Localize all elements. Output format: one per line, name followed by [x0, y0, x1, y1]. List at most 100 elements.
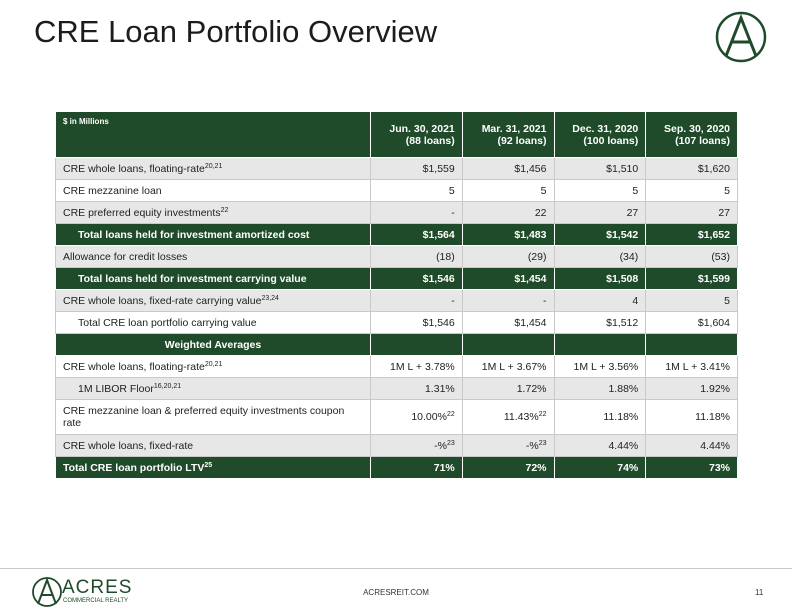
- cell: $1,454: [461, 267, 555, 290]
- row-label: CRE whole loans, fixed-rate: [55, 434, 371, 457]
- table-row: CRE whole loans, floating-rate20,21 $1,55…: [55, 157, 738, 180]
- footnote: 23: [538, 439, 547, 447]
- cell-value: -%: [525, 439, 539, 452]
- row-label-text: Weighted Averages: [164, 338, 262, 351]
- row-label-text: CRE whole loans, fixed-rate carrying val…: [63, 294, 262, 307]
- cell-value: 27: [718, 206, 730, 219]
- cell: $1,510: [553, 157, 647, 180]
- cell: $1,599: [645, 267, 738, 290]
- footnote: 22: [446, 411, 455, 418]
- cell-value: (34): [619, 250, 639, 263]
- page-number: 11: [755, 588, 764, 597]
- cell: -: [461, 289, 555, 312]
- cell-value: $1,483: [514, 228, 547, 241]
- cell-value: $1,454: [514, 272, 547, 285]
- column-count: (100 loans): [583, 134, 639, 147]
- cell: 11.43%22: [461, 399, 555, 435]
- cell-value: 1.88%: [608, 382, 639, 395]
- row-label: CRE mezzanine loan: [55, 179, 371, 202]
- cell: $1,604: [645, 311, 738, 334]
- portfolio-table: $ in Millions Jun. 30, 2021 (88 loans) Mar.…: [55, 111, 738, 479]
- row-label-text: CRE whole loans, floating-rate: [63, 162, 205, 175]
- cell: 5: [461, 179, 555, 202]
- row-label: CRE whole loans, floating-rate20,21: [55, 355, 371, 378]
- cell-value: (29): [527, 250, 547, 263]
- cell: -: [370, 289, 463, 312]
- logo-mark: [715, 11, 767, 63]
- cell-value: 11.43%: [503, 411, 539, 423]
- cell-value: (18): [436, 250, 455, 263]
- footnote: 22: [220, 206, 229, 214]
- column-date: Mar. 31, 2021: [481, 122, 547, 135]
- cell: 1.88%: [553, 377, 647, 400]
- table-row: Total CRE loan portfolio carrying value $…: [55, 311, 738, 334]
- cell: [553, 333, 647, 356]
- footnote: 25: [204, 461, 213, 469]
- row-label: Total CRE loan portfolio LTV25: [55, 456, 371, 479]
- table-row: CRE whole loans, fixed-rate -%23 -%23 4.44%…: [55, 434, 738, 457]
- cell: $1,564: [370, 223, 463, 246]
- cell: 1.92%: [645, 377, 738, 400]
- column-header: Sep. 30, 2020 (107 loans): [645, 111, 738, 158]
- cell-value: -: [451, 294, 455, 307]
- cell-value: 27: [626, 206, 639, 219]
- row-label: CRE whole loans, floating-rate20,21: [55, 157, 371, 180]
- cell-value: 1M L + 3.41%: [665, 360, 730, 373]
- column-date: Sep. 30, 2020: [664, 122, 730, 135]
- cell: (29): [461, 245, 555, 268]
- cell: $1,559: [370, 157, 463, 180]
- table-row: Weighted Averages: [55, 333, 738, 356]
- cell: 1M L + 3.56%: [553, 355, 647, 378]
- cell: $1,456: [461, 157, 555, 180]
- row-label-text: Allowance for credit losses: [63, 250, 188, 263]
- cell-value: 11.18%: [603, 411, 639, 423]
- row-label: Total CRE loan portfolio carrying value: [55, 311, 371, 334]
- table-row: CRE mezzanine loan & preferred equity in…: [55, 399, 738, 435]
- website: ACRESREIT.COM: [363, 588, 429, 597]
- cell-value: 5: [724, 294, 730, 307]
- cell: (34): [553, 245, 647, 268]
- row-label: Total loans held for investment carrying…: [55, 267, 371, 290]
- table-row: CRE whole loans, floating-rate20,21 1M L …: [55, 355, 738, 378]
- cell-value: 5: [724, 184, 730, 197]
- footnote: 22: [538, 411, 547, 418]
- row-label-text: Total loans held for investment amortize…: [78, 228, 310, 241]
- footnote: 16,20,21: [153, 382, 182, 390]
- cell-value: $1,508: [606, 272, 639, 285]
- cell: -: [370, 201, 463, 224]
- row-label-text: CRE mezzanine loan: [63, 184, 162, 197]
- footnote: 20,21: [204, 162, 223, 170]
- cell-value: $1,559: [422, 162, 455, 175]
- cell: [645, 333, 738, 356]
- corner-label: $ in Millions: [55, 111, 371, 158]
- cell: (18): [370, 245, 463, 268]
- footnote: 23,24: [261, 294, 279, 302]
- cell-value: 4.44%: [700, 439, 730, 452]
- cell-value: $1,652: [697, 228, 730, 241]
- cell-value: 1M L + 3.78%: [390, 360, 455, 373]
- row-label-text: Total loans held for investment carrying…: [78, 272, 307, 285]
- row-label-text: CRE whole loans, fixed-rate: [63, 439, 194, 452]
- cell-value: $1,546: [422, 316, 455, 329]
- cell-value: $1,546: [422, 272, 455, 285]
- column-header: Jun. 30, 2021 (88 loans): [370, 111, 463, 158]
- column-count: (88 loans): [405, 134, 455, 147]
- table-row: Total loans held for investment amortize…: [55, 223, 738, 246]
- cell-value: 10.00%: [411, 411, 447, 423]
- cell: 27: [645, 201, 738, 224]
- row-label-text: 1M LIBOR Floor: [78, 382, 154, 395]
- cell: 27: [553, 201, 647, 224]
- row-label-text: CRE whole loans, floating-rate: [63, 360, 205, 373]
- column-header: Dec. 31, 2020 (100 loans): [553, 111, 647, 158]
- column-count: (92 loans): [497, 134, 547, 147]
- table-row: CRE preferred equity investments22-22 27 2…: [55, 201, 738, 224]
- cell: 5: [645, 289, 738, 312]
- cell: $1,546: [370, 311, 463, 334]
- cell-value: $1,454: [514, 316, 547, 329]
- row-label-text: CRE preferred equity investments: [63, 206, 221, 219]
- cell: $1,512: [553, 311, 647, 334]
- cell: [370, 333, 463, 356]
- footer-logo-sub: COMMERCIAL REALTY: [63, 598, 129, 604]
- cell-value: 11.18%: [695, 411, 730, 423]
